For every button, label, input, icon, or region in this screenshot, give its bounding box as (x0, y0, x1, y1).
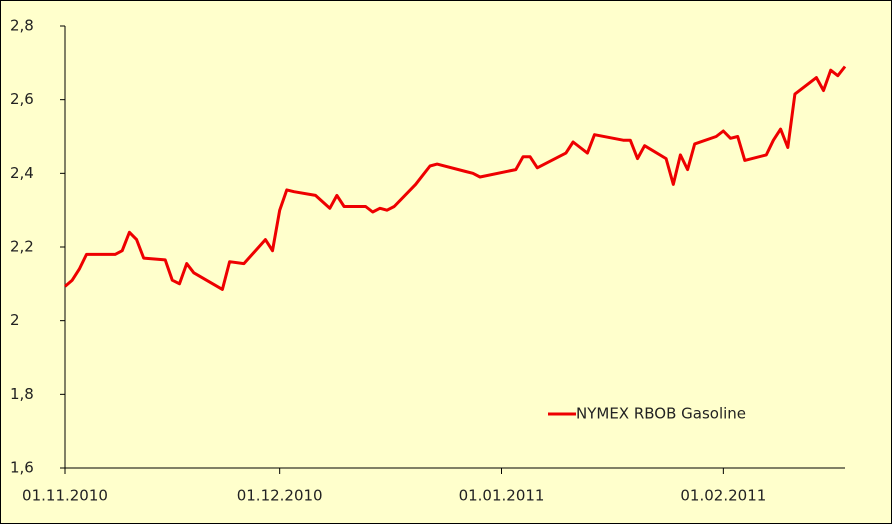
data-line (64, 65, 847, 291)
x-tick-label: 01.01.2011 (459, 487, 545, 505)
y-tick-label: 1,8 (10, 385, 34, 403)
x-tick-label: 01.12.2010 (237, 487, 323, 505)
x-tick-label: 01.02.2011 (680, 487, 766, 505)
x-tick-label: 01.11.2010 (22, 487, 108, 505)
y-tick-label: 1,6 (10, 459, 34, 477)
y-tick-label: 2,4 (10, 164, 34, 182)
y-tick-label: 2,2 (10, 238, 34, 256)
y-tick-label: 2,6 (10, 90, 34, 108)
y-tick-label: 2 (10, 311, 20, 329)
y-tick-label: 2,8 (10, 17, 34, 35)
legend-label: NYMEX RBOB Gasoline (576, 405, 746, 423)
